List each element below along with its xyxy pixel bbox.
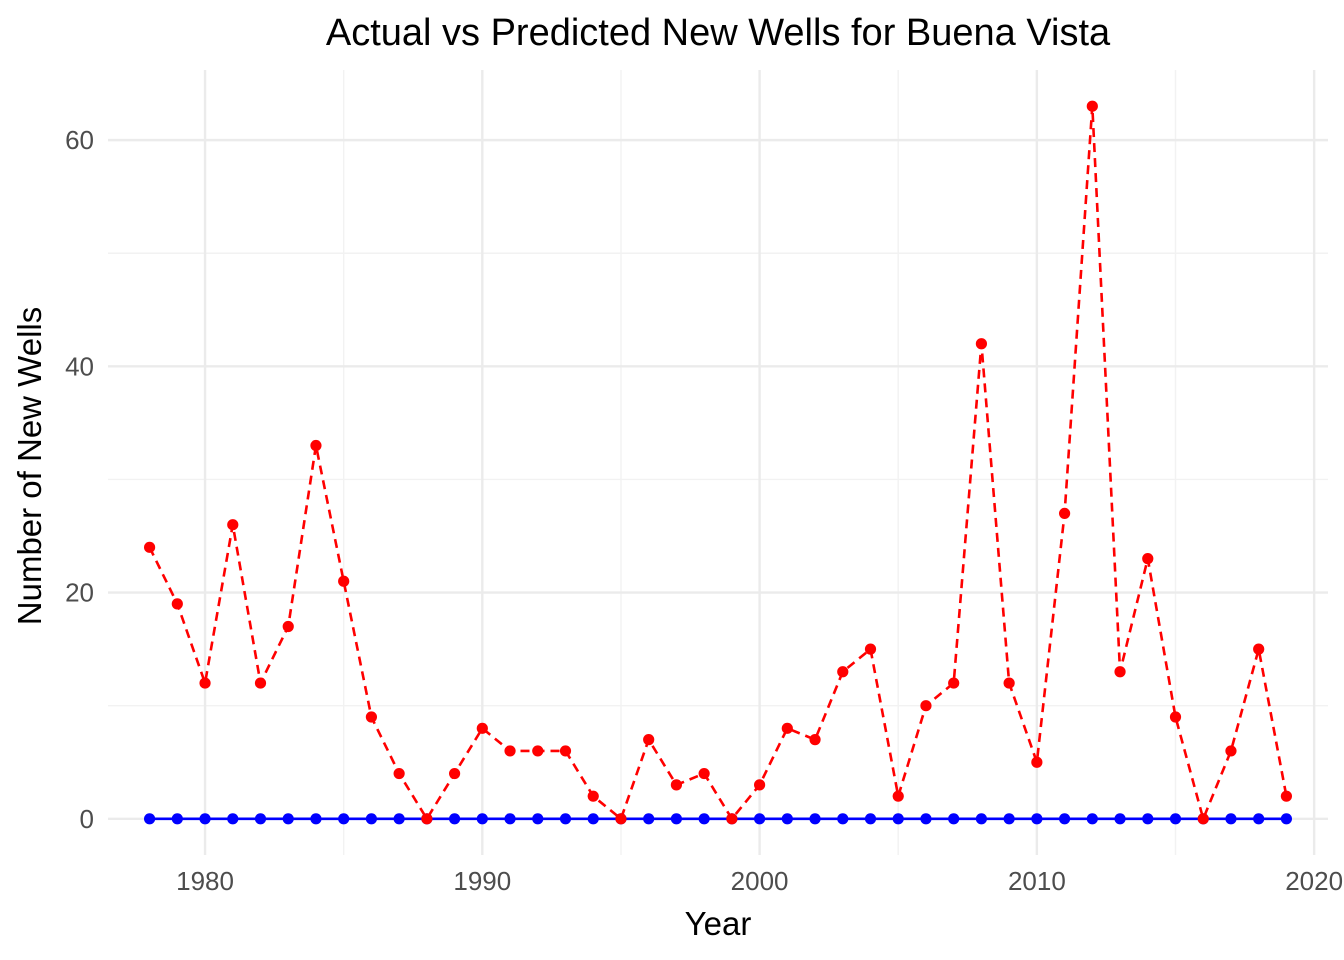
predicted-point bbox=[948, 813, 960, 825]
predicted-point bbox=[559, 813, 572, 825]
actual-point bbox=[726, 813, 738, 825]
actual-point bbox=[1142, 553, 1154, 565]
actual-point bbox=[837, 666, 849, 678]
predicted-point bbox=[809, 813, 821, 825]
predicted-point bbox=[227, 813, 239, 825]
actual-series-line bbox=[148, 104, 1288, 821]
actual-point bbox=[1058, 507, 1071, 520]
actual-point bbox=[476, 722, 488, 734]
y-tick-label: 0 bbox=[80, 804, 94, 834]
predicted-point bbox=[1003, 813, 1015, 825]
actual-point bbox=[1197, 813, 1209, 825]
predicted-point bbox=[698, 813, 710, 825]
x-tick-label: 2010 bbox=[1008, 866, 1066, 896]
actual-point bbox=[670, 779, 683, 791]
predicted-point bbox=[393, 813, 405, 825]
actual-point bbox=[338, 575, 350, 587]
predicted-point bbox=[920, 813, 932, 825]
actual-point bbox=[587, 790, 599, 802]
actual-point bbox=[809, 734, 821, 746]
predicted-point bbox=[532, 813, 544, 825]
actual-point bbox=[615, 813, 627, 825]
actual-point bbox=[421, 813, 433, 825]
actual-point bbox=[199, 677, 211, 689]
actual-point bbox=[1114, 666, 1126, 678]
actual-point bbox=[753, 779, 766, 791]
actual-point bbox=[171, 598, 183, 610]
x-tick-label: 1990 bbox=[453, 866, 511, 896]
actual-point bbox=[643, 734, 655, 746]
x-axis-title: Year bbox=[685, 905, 752, 942]
actual-point bbox=[393, 767, 405, 780]
actual-point bbox=[1225, 745, 1237, 757]
predicted-point bbox=[1114, 813, 1126, 825]
predicted-point bbox=[1225, 813, 1237, 825]
predicted-point bbox=[310, 813, 322, 825]
x-axis-ticks: 1980 1990 2000 2010 2020 bbox=[176, 866, 1343, 896]
predicted-point bbox=[171, 813, 183, 825]
y-tick-label: 40 bbox=[65, 351, 94, 381]
predicted-point bbox=[1169, 813, 1182, 825]
predicted-point bbox=[448, 813, 461, 825]
actual-point bbox=[310, 439, 322, 452]
predicted-point bbox=[1142, 813, 1154, 825]
predicted-point bbox=[864, 813, 877, 825]
actual-point bbox=[1003, 677, 1015, 689]
y-axis-title: Number of New Wells bbox=[11, 307, 48, 625]
predicted-point bbox=[837, 813, 849, 825]
actual-point bbox=[227, 519, 239, 531]
actual-point bbox=[948, 677, 960, 689]
actual-point bbox=[1280, 790, 1293, 802]
predicted-point bbox=[338, 813, 350, 825]
x-tick-label: 2020 bbox=[1285, 866, 1343, 896]
chart-title: Actual vs Predicted New Wells for Buena … bbox=[326, 12, 1111, 54]
predicted-point bbox=[892, 813, 904, 825]
actual-point bbox=[864, 643, 877, 655]
y-tick-label: 20 bbox=[65, 578, 94, 608]
actual-point bbox=[504, 745, 516, 757]
predicted-point bbox=[1253, 813, 1265, 825]
predicted-point bbox=[143, 813, 156, 825]
actual-point bbox=[892, 790, 904, 802]
y-tick-label: 60 bbox=[65, 125, 94, 155]
actual-point bbox=[532, 745, 544, 757]
actual-point bbox=[698, 767, 710, 780]
x-tick-label: 2000 bbox=[731, 866, 789, 896]
predicted-point bbox=[1031, 813, 1043, 825]
predicted-point bbox=[1280, 813, 1293, 825]
actual-point bbox=[1086, 100, 1098, 112]
x-tick-label: 1980 bbox=[176, 866, 234, 896]
actual-point bbox=[365, 711, 378, 723]
predicted-point bbox=[643, 813, 655, 825]
predicted-point bbox=[504, 813, 516, 825]
actual-point bbox=[559, 745, 572, 757]
predicted-point bbox=[365, 813, 378, 825]
actual-point bbox=[448, 767, 461, 780]
series-layer bbox=[143, 100, 1293, 825]
predicted-point bbox=[753, 813, 766, 825]
predicted-point bbox=[282, 813, 294, 825]
actual-point bbox=[975, 338, 988, 350]
actual-point bbox=[1031, 756, 1043, 768]
predicted-point bbox=[670, 813, 683, 825]
actual-point bbox=[1169, 711, 1182, 723]
predicted-point bbox=[476, 813, 488, 825]
actual-point bbox=[282, 620, 294, 633]
predicted-point bbox=[975, 813, 988, 825]
predicted-point bbox=[254, 813, 267, 825]
major-gridlines bbox=[108, 70, 1328, 855]
actual-point bbox=[143, 541, 156, 553]
predicted-point bbox=[781, 813, 793, 825]
predicted-point bbox=[199, 813, 211, 825]
predicted-point bbox=[587, 813, 599, 825]
actual-point bbox=[920, 700, 932, 712]
y-axis-ticks: 0 20 40 60 bbox=[65, 125, 94, 834]
actual-point bbox=[1253, 643, 1265, 655]
actual-point bbox=[254, 677, 267, 689]
minor-gridlines bbox=[108, 70, 1328, 855]
actual-point bbox=[781, 722, 793, 734]
predicted-point bbox=[1058, 813, 1071, 825]
predicted-point bbox=[1086, 813, 1098, 825]
